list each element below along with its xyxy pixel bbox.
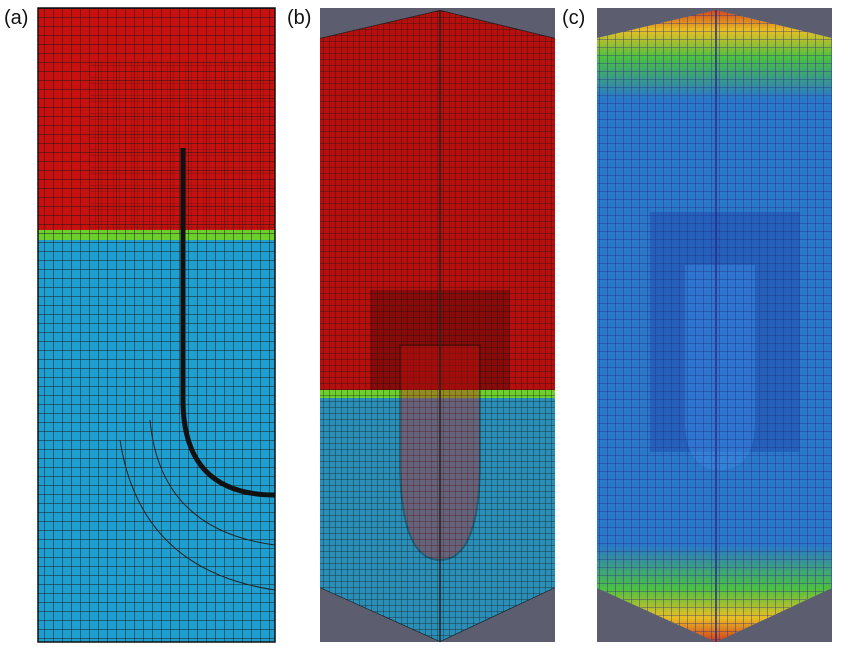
panel-label: (a) <box>4 7 28 29</box>
mesh <box>597 8 832 642</box>
panel-c <box>597 8 832 642</box>
panel-label: (b) <box>287 7 311 29</box>
panel-a <box>38 8 275 642</box>
panel-label: (c) <box>562 7 585 29</box>
figure: (a) (b) (c) <box>0 0 841 647</box>
panel-b <box>320 8 555 642</box>
